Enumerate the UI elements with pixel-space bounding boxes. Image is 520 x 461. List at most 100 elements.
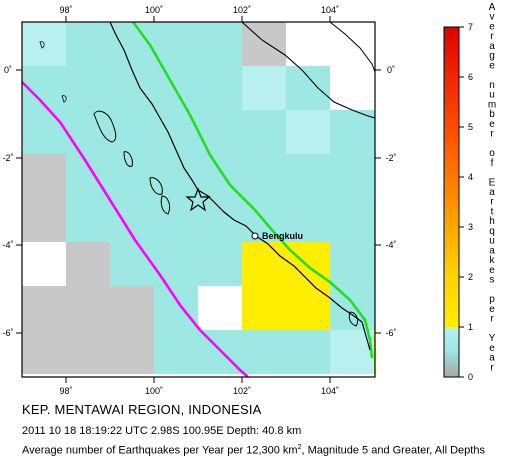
scale-title-letter: m: [488, 99, 496, 110]
rate-grid-cell: [66, 242, 110, 286]
lat-tick-right-6: -6˚: [386, 328, 397, 338]
scale-title-letter: a: [489, 187, 495, 198]
rate-grid-cell: [66, 110, 110, 154]
figure-description: Average number of Earthquakes per Year p…: [22, 444, 485, 457]
rate-grid-cell: [154, 242, 198, 286]
scale-title-letter: k: [490, 255, 496, 266]
lon-tick-top-100: 100˚: [145, 5, 163, 15]
scale-title-letter: e: [489, 119, 495, 130]
bangka-coast: [329, 21, 376, 73]
rate-grid-cell: [330, 330, 374, 374]
scale-title-letter: E: [489, 177, 496, 188]
small-island-1: [39, 41, 45, 49]
scale-title-letter: o: [489, 148, 495, 159]
scale-tick-label: 1: [468, 322, 473, 332]
lon-tick-top-104: 104˚: [321, 5, 339, 15]
south-pagai-island: [160, 195, 171, 215]
lat-tick-right-2: -2˚: [386, 153, 397, 163]
color-scale-ticks: 0 1 2 3 4 5 6 7: [459, 22, 473, 382]
rate-grid-cell: [330, 66, 374, 110]
lat-tick-left-2: -2˚: [3, 153, 14, 163]
rate-grid-cell: [286, 330, 330, 374]
sipora-island: [123, 151, 133, 167]
scale-title-letter: e: [489, 60, 495, 71]
rate-grid-cell: [286, 110, 330, 154]
lon-tick-bottom-98: 98˚: [59, 386, 72, 396]
scale-title-letter: e: [489, 265, 495, 276]
rate-grid-cell: [154, 286, 198, 330]
scale-tick-label: 7: [468, 22, 473, 32]
scale-title-letter: r: [490, 314, 494, 325]
fault-line: [131, 21, 374, 359]
rate-grid-cell: [330, 242, 374, 286]
rate-grid-cell: [110, 242, 154, 286]
trench-line: [21, 81, 249, 378]
description-suffix: , Magnitude 5 and Greater, All Depths: [301, 444, 485, 457]
rate-grid-cell: [198, 198, 242, 242]
rate-grid-cell: [110, 66, 154, 110]
scale-tick-label: 4: [468, 172, 473, 182]
scale-title-letter: Y: [489, 333, 496, 344]
rate-grid-cell: [286, 66, 330, 110]
rate-grid-cells: [22, 22, 375, 374]
description-superscript: 2: [297, 444, 302, 451]
rate-grid-cell: [110, 286, 154, 330]
scale-title-letter: p: [489, 294, 495, 305]
scale-title-letter: r: [490, 129, 494, 140]
rate-grid-cell: [330, 198, 374, 242]
scale-title-letter: s: [490, 275, 495, 286]
rate-grid-cell: [242, 66, 286, 110]
figure-title: KEP. MENTAWAI REGION, INDONESIA: [22, 402, 262, 417]
north-pagai-island: [149, 177, 163, 195]
scale-title-letter: r: [490, 197, 494, 208]
scale-title-letter: h: [489, 216, 495, 227]
scale-tick-label: 3: [468, 222, 473, 232]
lon-tick-bottom-104: 104˚: [321, 386, 339, 396]
city-marker: [251, 232, 259, 240]
rate-grid-cell: [66, 66, 110, 110]
rate-grid-cell: [22, 154, 66, 198]
scale-tick-label: 6: [468, 72, 473, 82]
scale-title-letter: g: [489, 51, 495, 62]
scale-title-letter: a: [489, 353, 495, 364]
scale-title-letter: u: [489, 236, 495, 247]
map-axis-ticks: 98˚ 100˚ 102˚ 104˚ 98˚ 100˚ 102˚ 104˚ 0˚…: [3, 5, 397, 396]
rate-grid-cell: [198, 242, 242, 286]
lat-tick-right-0: 0˚: [387, 65, 395, 75]
rate-grid-cell: [198, 330, 242, 374]
rate-grid-cell: [110, 110, 154, 154]
epicenter-star-icon: [185, 187, 211, 212]
sumatra-coastline: [109, 21, 371, 351]
lat-tick-left-0: 0˚: [4, 65, 12, 75]
city-label: Bengkulu: [262, 231, 303, 241]
lon-tick-bottom-100: 100˚: [145, 386, 163, 396]
scale-title-letter: f: [491, 158, 494, 169]
lat-tick-left-4: -4˚: [3, 240, 14, 250]
scale-tick-label: 5: [468, 122, 473, 132]
scale-title-letter: a: [489, 245, 495, 256]
scale-title-letter: e: [489, 21, 495, 32]
lon-tick-top-102: 102˚: [233, 5, 251, 15]
rate-grid-cell: [22, 330, 66, 374]
map-panel: Bengkulu: [21, 21, 376, 378]
rate-grid-cell: [22, 286, 66, 330]
scale-title-letter: t: [491, 206, 494, 217]
rate-grid-cell: [330, 154, 374, 198]
rate-grid-cell: [242, 110, 286, 154]
rate-grid-cell: [330, 22, 374, 66]
scale-title-letter: u: [489, 90, 495, 101]
rate-grid-cell: [242, 242, 286, 286]
scale-tick-label: 0: [468, 372, 473, 382]
description-text: Average number of Earthquakes per Year p…: [22, 444, 298, 457]
event-details: 2011 10 18 18:19:22 UTC 2.98S 100.95E De…: [22, 425, 302, 437]
scale-title-letter: n: [489, 80, 495, 91]
lat-tick-left-6: -6˚: [3, 328, 14, 338]
rate-grid-cell: [286, 154, 330, 198]
rate-grid-cell: [198, 22, 242, 66]
rate-grid-cell: [286, 242, 330, 286]
scale-title-letter: b: [489, 109, 495, 120]
rate-grid-cell: [66, 330, 110, 374]
